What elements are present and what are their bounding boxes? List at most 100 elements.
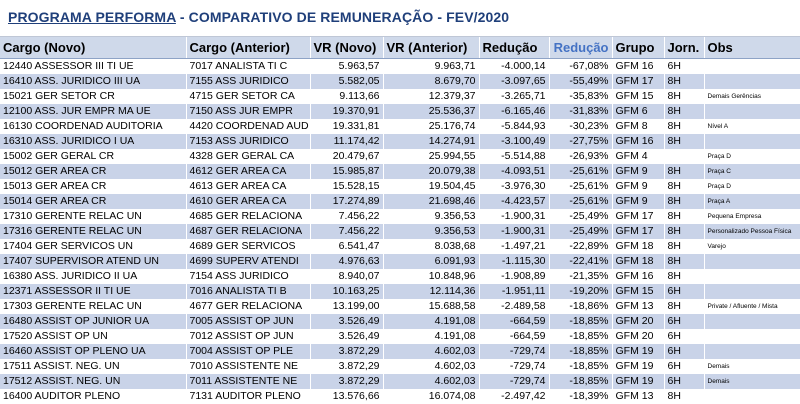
cell-cargo-novo[interactable]: 17404 GER SERVICOS UN <box>0 239 186 254</box>
header-jorn[interactable]: Jorn. <box>664 37 704 59</box>
cell-grupo[interactable]: GFM 16 <box>612 59 664 75</box>
cell-reducao-pct[interactable]: -26,93% <box>549 149 612 164</box>
cell-vr-novo[interactable]: 19.370,91 <box>310 104 383 119</box>
cell-jorn[interactable]: 6H <box>664 374 704 389</box>
cell-cargo-novo[interactable]: 16460 ASSIST OP PLENO UA <box>0 344 186 359</box>
cell-vr-novo[interactable]: 11.174,42 <box>310 134 383 149</box>
cell-jorn[interactable]: 6H <box>664 329 704 344</box>
cell-reducao-pct[interactable]: -18,85% <box>549 374 612 389</box>
cell-vr-anterior[interactable]: 12.379,37 <box>383 89 479 104</box>
cell-cargo-anterior[interactable]: 7150 ASS JUR EMPR <box>186 104 310 119</box>
cell-vr-anterior[interactable]: 20.079,38 <box>383 164 479 179</box>
cell-vr-anterior[interactable]: 9.356,53 <box>383 224 479 239</box>
cell-reducao[interactable]: -1.908,89 <box>479 269 549 284</box>
cell-reducao[interactable]: -4.423,57 <box>479 194 549 209</box>
cell-reducao[interactable]: -664,59 <box>479 314 549 329</box>
cell-jorn[interactable]: 8H <box>664 164 704 179</box>
cell-jorn[interactable]: 8H <box>664 89 704 104</box>
cell-vr-novo[interactable]: 17.274,89 <box>310 194 383 209</box>
cell-obs[interactable]: Praça C <box>704 164 800 179</box>
cell-obs[interactable] <box>704 284 800 299</box>
cell-obs[interactable]: Praça D <box>704 179 800 194</box>
cell-reducao[interactable]: -5.514,88 <box>479 149 549 164</box>
cell-jorn[interactable]: 6H <box>664 344 704 359</box>
cell-grupo[interactable]: GFM 16 <box>612 134 664 149</box>
cell-vr-novo[interactable]: 3.872,29 <box>310 344 383 359</box>
cell-reducao[interactable]: -2.489,58 <box>479 299 549 314</box>
cell-reducao-pct[interactable]: -18,85% <box>549 314 612 329</box>
cell-reducao-pct[interactable]: -25,49% <box>549 224 612 239</box>
cell-cargo-anterior[interactable]: 7010 ASSISTENTE NE <box>186 359 310 374</box>
cell-grupo[interactable]: GFM 18 <box>612 239 664 254</box>
cell-reducao-pct[interactable]: -19,20% <box>549 284 612 299</box>
cell-jorn[interactable]: 8H <box>664 269 704 284</box>
cell-vr-novo[interactable]: 7.456,22 <box>310 209 383 224</box>
cell-cargo-anterior[interactable]: 4612 GER AREA CA <box>186 164 310 179</box>
cell-vr-anterior[interactable]: 6.091,93 <box>383 254 479 269</box>
cell-vr-novo[interactable]: 13.576,66 <box>310 389 383 404</box>
cell-reducao-pct[interactable]: -67,08% <box>549 59 612 75</box>
cell-cargo-novo[interactable]: 17407 SUPERVISOR ATEND UN <box>0 254 186 269</box>
cell-obs[interactable] <box>704 74 800 89</box>
cell-reducao[interactable]: -5.844,93 <box>479 119 549 134</box>
cell-obs[interactable]: Pequena Empresa <box>704 209 800 224</box>
cell-vr-novo[interactable]: 3.872,29 <box>310 359 383 374</box>
cell-vr-novo[interactable]: 20.479,67 <box>310 149 383 164</box>
cell-reducao[interactable]: -1.900,31 <box>479 209 549 224</box>
cell-cargo-anterior[interactable]: 7154 ASS JURIDICO <box>186 269 310 284</box>
cell-jorn[interactable]: 8H <box>664 224 704 239</box>
cell-cargo-anterior[interactable]: 4685 GER RELACIONA <box>186 209 310 224</box>
cell-obs[interactable]: Demais <box>704 374 800 389</box>
cell-cargo-novo[interactable]: 17512 ASSIST. NEG. UN <box>0 374 186 389</box>
cell-reducao[interactable]: -3.100,49 <box>479 134 549 149</box>
cell-reducao[interactable]: -1.900,31 <box>479 224 549 239</box>
cell-reducao[interactable]: -4.093,51 <box>479 164 549 179</box>
cell-vr-novo[interactable]: 4.976,63 <box>310 254 383 269</box>
cell-reducao[interactable]: -6.165,46 <box>479 104 549 119</box>
cell-reducao-pct[interactable]: -18,85% <box>549 329 612 344</box>
cell-cargo-novo[interactable]: 17511 ASSIST. NEG. UN <box>0 359 186 374</box>
cell-reducao[interactable]: -3.265,71 <box>479 89 549 104</box>
cell-reducao-pct[interactable]: -22,89% <box>549 239 612 254</box>
cell-vr-novo[interactable]: 5.582,05 <box>310 74 383 89</box>
cell-reducao-pct[interactable]: -18,85% <box>549 344 612 359</box>
cell-cargo-novo[interactable]: 12440 ASSESSOR III TI UE <box>0 59 186 75</box>
cell-jorn[interactable]: 8H <box>664 254 704 269</box>
cell-cargo-anterior[interactable]: 7017 ANALISTA TI C <box>186 59 310 75</box>
cell-vr-novo[interactable]: 6.541,47 <box>310 239 383 254</box>
cell-grupo[interactable]: GFM 18 <box>612 254 664 269</box>
cell-vr-anterior[interactable]: 25.536,37 <box>383 104 479 119</box>
cell-vr-anterior[interactable]: 8.038,68 <box>383 239 479 254</box>
cell-grupo[interactable]: GFM 8 <box>612 119 664 134</box>
cell-cargo-novo[interactable]: 12371 ASSESSOR II TI UE <box>0 284 186 299</box>
cell-grupo[interactable]: GFM 15 <box>612 89 664 104</box>
cell-cargo-anterior[interactable]: 4420 COORDENAD AUD <box>186 119 310 134</box>
cell-obs[interactable] <box>704 134 800 149</box>
cell-vr-novo[interactable]: 13.199,00 <box>310 299 383 314</box>
cell-cargo-novo[interactable]: 16410 ASS. JURIDICO III UA <box>0 74 186 89</box>
cell-vr-novo[interactable]: 5.963,57 <box>310 59 383 75</box>
cell-reducao-pct[interactable]: -25,61% <box>549 179 612 194</box>
cell-vr-novo[interactable]: 15.528,15 <box>310 179 383 194</box>
cell-jorn[interactable]: 6H <box>664 314 704 329</box>
cell-obs[interactable]: Demais Gerências <box>704 89 800 104</box>
cell-jorn[interactable]: 8H <box>664 179 704 194</box>
cell-reducao-pct[interactable]: -25,61% <box>549 194 612 209</box>
cell-reducao-pct[interactable]: -27,75% <box>549 134 612 149</box>
cell-obs[interactable]: Praça D <box>704 149 800 164</box>
header-vr-anterior[interactable]: VR (Anterior) <box>383 37 479 59</box>
cell-cargo-anterior[interactable]: 7004 ASSIST OP PLE <box>186 344 310 359</box>
cell-reducao-pct[interactable]: -25,49% <box>549 209 612 224</box>
cell-jorn[interactable]: 8H <box>664 389 704 404</box>
cell-cargo-novo[interactable]: 12100 ASS. JUR EMPR MA UE <box>0 104 186 119</box>
cell-cargo-novo[interactable]: 16310 ASS. JURIDICO I UA <box>0 134 186 149</box>
cell-reducao-pct[interactable]: -21,35% <box>549 269 612 284</box>
cell-cargo-novo[interactable]: 17520 ASSIST OP UN <box>0 329 186 344</box>
